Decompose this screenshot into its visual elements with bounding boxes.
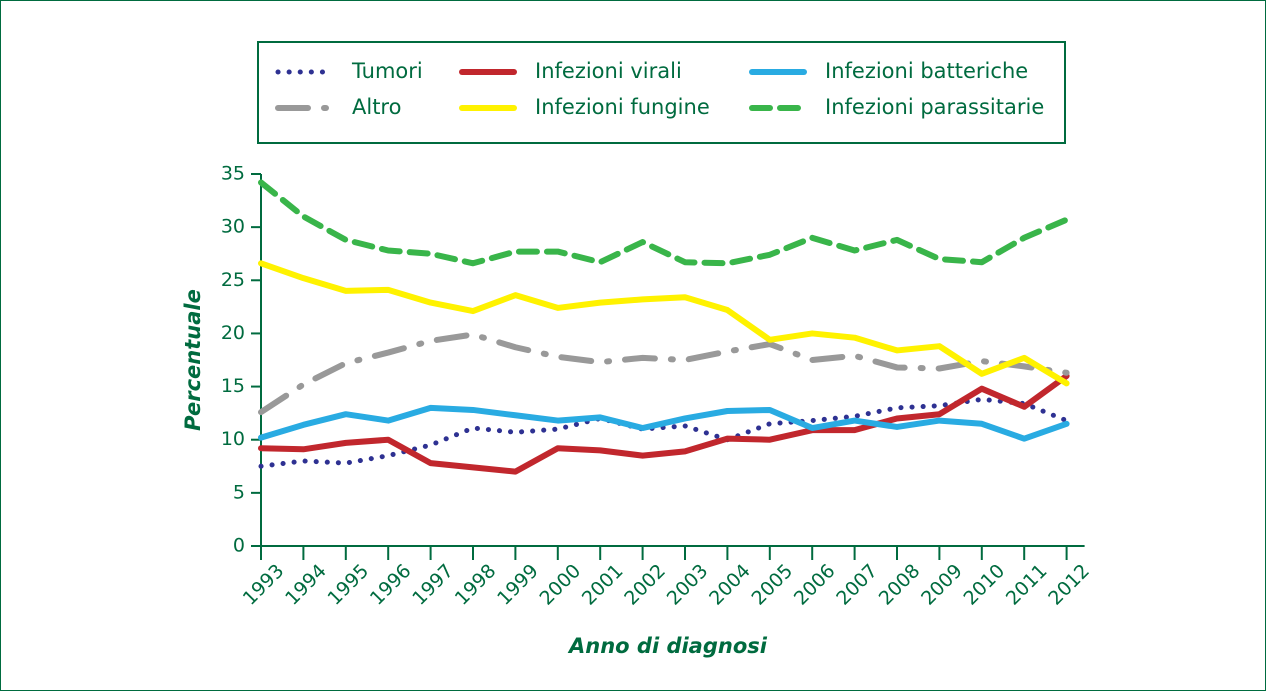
series-line: [258, 396, 1070, 469]
legend-label: Infezioni parassitarie: [825, 95, 1044, 119]
series-line: [258, 372, 1070, 475]
series-line: [258, 260, 1070, 387]
y-tick-label: 25: [221, 269, 245, 291]
y-tick-label: 20: [221, 322, 245, 344]
y-tick-label: 5: [233, 481, 245, 503]
y-tick-label: 30: [221, 216, 245, 238]
x-axis-title: Anno di diagnosi: [567, 634, 768, 658]
y-tick-label: 10: [221, 428, 245, 450]
legend-label: Infezioni batteriche: [825, 59, 1028, 83]
series-line: [258, 404, 1070, 442]
legend-label: Infezioni fungine: [535, 95, 710, 119]
legend-label: Altro: [352, 95, 401, 119]
y-tick-label: 0: [233, 535, 245, 557]
legend-box: [257, 41, 1066, 144]
y-axis-title: Percentuale: [181, 289, 205, 431]
y-tick-label: 15: [221, 375, 245, 397]
series-line: [258, 179, 1070, 267]
series-line: [258, 331, 1070, 416]
y-tick-label: 35: [221, 163, 245, 185]
legend-label: Tumori: [351, 59, 423, 83]
legend-label: Infezioni virali: [535, 59, 682, 83]
